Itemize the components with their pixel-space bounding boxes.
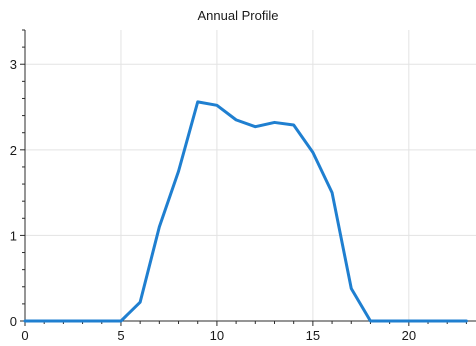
y-tick-label: 1 bbox=[10, 228, 17, 243]
series-line bbox=[23, 100, 468, 323]
axes bbox=[20, 29, 476, 326]
x-tick-label: 15 bbox=[306, 328, 320, 343]
y-tick-label: 2 bbox=[10, 143, 17, 158]
chart-title: Annual Profile bbox=[197, 8, 279, 23]
x-tick-label: 0 bbox=[21, 328, 28, 343]
tick-labels: 0 5 10 15 20 0 1 2 3 bbox=[10, 57, 416, 343]
y-tick-label: 3 bbox=[10, 57, 17, 72]
x-tick-label: 10 bbox=[210, 328, 224, 343]
x-tick-label: 5 bbox=[117, 328, 124, 343]
grid bbox=[24, 30, 476, 322]
series bbox=[23, 100, 468, 323]
y-tick-label: 0 bbox=[10, 314, 17, 329]
x-tick-label: 20 bbox=[402, 328, 416, 343]
